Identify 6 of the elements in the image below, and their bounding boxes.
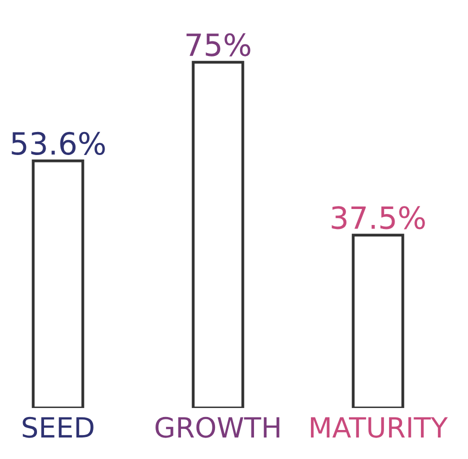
data-label: 37.5% [332,206,425,230]
data-label: 53.6% [12,132,105,155]
x-tick-label: SEED [22,416,94,438]
x-tick-label: MATURITY [310,417,448,438]
data-label: 75% [186,33,250,56]
x-tick-label: GROWTH [156,416,280,438]
